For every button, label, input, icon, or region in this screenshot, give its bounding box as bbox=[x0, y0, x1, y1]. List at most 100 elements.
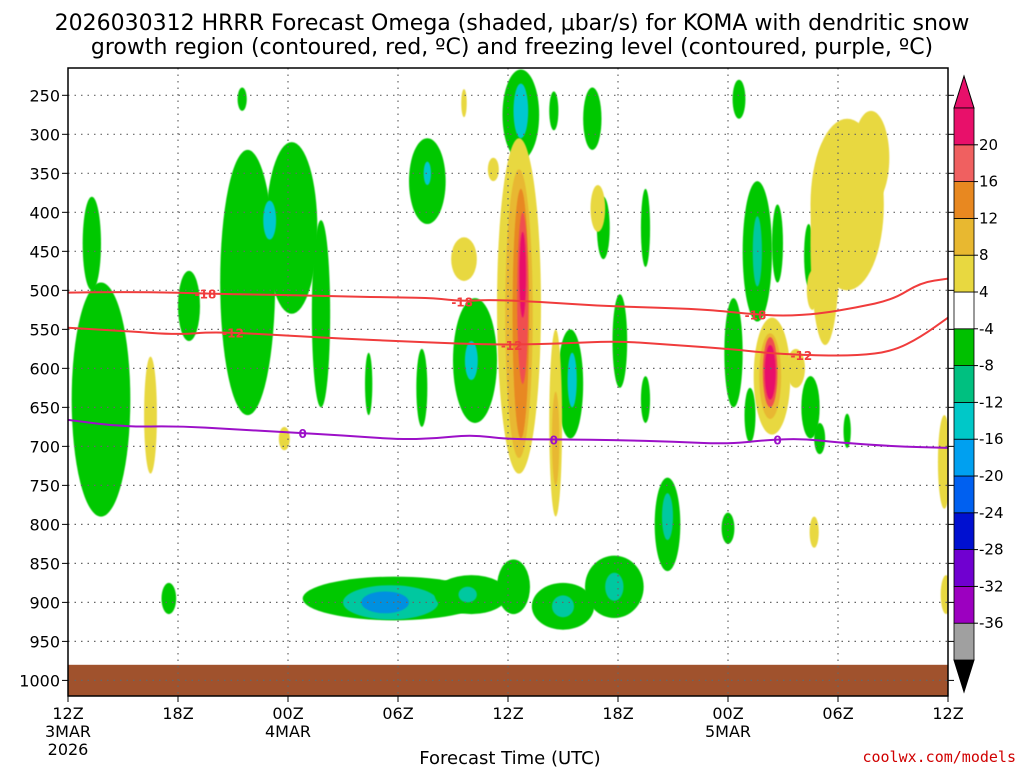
colorbar-label: -12 bbox=[979, 393, 1004, 411]
omega-blob-cyan bbox=[423, 161, 432, 186]
x-tick-label: 12Z bbox=[52, 704, 83, 723]
y-axis-pressure: 250 300 350 400 450 500 550 600 650 700 750 800 850 9… bbox=[19, 86, 954, 690]
x-axis-title: Forecast Time (UTC) bbox=[419, 748, 600, 768]
omega-blob-yellow bbox=[940, 575, 948, 615]
colorbar-label: -20 bbox=[979, 467, 1004, 485]
y-tick-label: 550 bbox=[29, 320, 60, 339]
x-tick-date: 4MAR bbox=[265, 722, 311, 741]
contour-label: -12 bbox=[501, 339, 523, 353]
omega-blob-green bbox=[772, 204, 783, 283]
contour-label: -12 bbox=[790, 349, 812, 363]
omega-blob-yellow bbox=[144, 356, 157, 474]
colorbar-label: -36 bbox=[979, 614, 1004, 632]
omega-blob-magenta bbox=[519, 231, 526, 318]
contour-labels: -18 -18 -18 -12 -12 -12 0 0 0 bbox=[195, 287, 813, 447]
omega-blob-yellow bbox=[461, 89, 467, 118]
x-tick-date: 5MAR bbox=[705, 722, 751, 741]
y-tick-label: 350 bbox=[29, 164, 60, 183]
colorbar-swatch bbox=[953, 586, 975, 624]
omega-blob-yellow bbox=[451, 237, 477, 281]
omega-blob-green bbox=[724, 298, 743, 408]
colorbar-swatch bbox=[953, 328, 975, 366]
omega-blob-green bbox=[843, 413, 851, 448]
x-tick-label: 00Z bbox=[272, 704, 303, 723]
colorbar-swatch bbox=[953, 401, 975, 440]
omega-blob-green bbox=[744, 387, 756, 443]
contour-label: 0 bbox=[298, 427, 306, 441]
x-tick-label: 00Z bbox=[712, 704, 743, 723]
colorbar-swatch bbox=[953, 475, 975, 514]
y-tick-label: 750 bbox=[29, 476, 60, 495]
y-tick-label: 600 bbox=[29, 359, 60, 378]
colorbar-swatch bbox=[953, 365, 975, 403]
contour-label: -18 bbox=[451, 295, 473, 309]
omega-blob-green bbox=[178, 270, 200, 342]
omega-blob-yellow bbox=[810, 142, 840, 345]
omega-blob-yellow bbox=[487, 157, 499, 182]
omega-shading-layer bbox=[71, 69, 948, 630]
contour-line bbox=[68, 277, 948, 317]
omega-blob-yellow bbox=[806, 270, 818, 310]
x-tick-label: 12Z bbox=[932, 704, 963, 723]
colorbar-swatch bbox=[953, 181, 975, 219]
x-tick-date: 3MAR bbox=[45, 722, 91, 741]
omega-blob-teal bbox=[552, 595, 574, 618]
omega-blob-green bbox=[801, 376, 820, 439]
x-tick-year: 2026 bbox=[48, 740, 89, 759]
omega-blob-green bbox=[721, 512, 735, 544]
omega-blob-cyan bbox=[513, 83, 529, 139]
omega-blob-magenta bbox=[764, 344, 776, 400]
colorbar-swatch bbox=[953, 622, 975, 661]
omega-blob-yellow bbox=[809, 516, 819, 548]
x-tick-label: 06Z bbox=[822, 704, 853, 723]
colorbar-label: -16 bbox=[979, 430, 1004, 448]
y-tick-label: 450 bbox=[29, 242, 60, 261]
colorbar-swatch bbox=[953, 144, 975, 183]
colorbar-label: -32 bbox=[979, 577, 1004, 595]
omega-blob-cyan bbox=[464, 341, 478, 381]
gridlines bbox=[68, 68, 948, 696]
omega-blob-blue bbox=[361, 591, 409, 614]
colorbar-label: -8 bbox=[979, 357, 994, 375]
colorbar-label: 12 bbox=[979, 209, 998, 227]
omega-blob-green bbox=[583, 87, 602, 150]
y-tick-label: 850 bbox=[29, 554, 60, 573]
x-tick-label: 06Z bbox=[382, 704, 413, 723]
colorbar-label: 16 bbox=[979, 173, 998, 191]
omega-blob-green bbox=[365, 352, 373, 416]
omega-blob-green bbox=[416, 348, 428, 427]
contour-label: -12 bbox=[222, 327, 244, 341]
omega-blob-green bbox=[161, 582, 177, 615]
colorbar-label: -28 bbox=[979, 541, 1004, 559]
omega-blob-green bbox=[497, 559, 530, 615]
y-tick-label: 1000 bbox=[19, 671, 60, 690]
omega-blob-green bbox=[71, 282, 131, 517]
contour-line bbox=[68, 418, 948, 449]
omega-blob-cyan bbox=[567, 352, 577, 408]
omega-blob-yellow bbox=[852, 110, 890, 205]
colorbar-label: -4 bbox=[979, 320, 994, 338]
colorbar-label: 4 bbox=[979, 283, 989, 301]
y-tick-label: 500 bbox=[29, 281, 60, 300]
omega-blob-green bbox=[220, 149, 276, 416]
colorbar-swatch bbox=[953, 107, 975, 146]
y-tick-label: 900 bbox=[29, 593, 60, 612]
y-tick-label: 700 bbox=[29, 437, 60, 456]
omega-blob-green bbox=[237, 87, 247, 111]
colorbar-swatch bbox=[953, 217, 975, 256]
omega-blob-yellow bbox=[786, 348, 805, 388]
omega-blob-green bbox=[640, 188, 651, 267]
omega-blob-green bbox=[640, 376, 651, 423]
omega-blob-green bbox=[82, 196, 102, 291]
y-tick-label: 400 bbox=[29, 203, 60, 222]
colorbar-swatch bbox=[953, 549, 975, 587]
contour-label: 0 bbox=[550, 433, 558, 447]
colorbar: -36 -32 -28 -24 -20 -16 -12 -8 -4 4 8 12 16 20 bbox=[953, 74, 1004, 694]
omega-blob-teal bbox=[458, 586, 477, 603]
omega-blob-green bbox=[549, 91, 559, 131]
colorbar-label: -24 bbox=[979, 504, 1004, 522]
x-tick-label: 18Z bbox=[602, 704, 633, 723]
colorbar-label: 8 bbox=[979, 246, 989, 264]
